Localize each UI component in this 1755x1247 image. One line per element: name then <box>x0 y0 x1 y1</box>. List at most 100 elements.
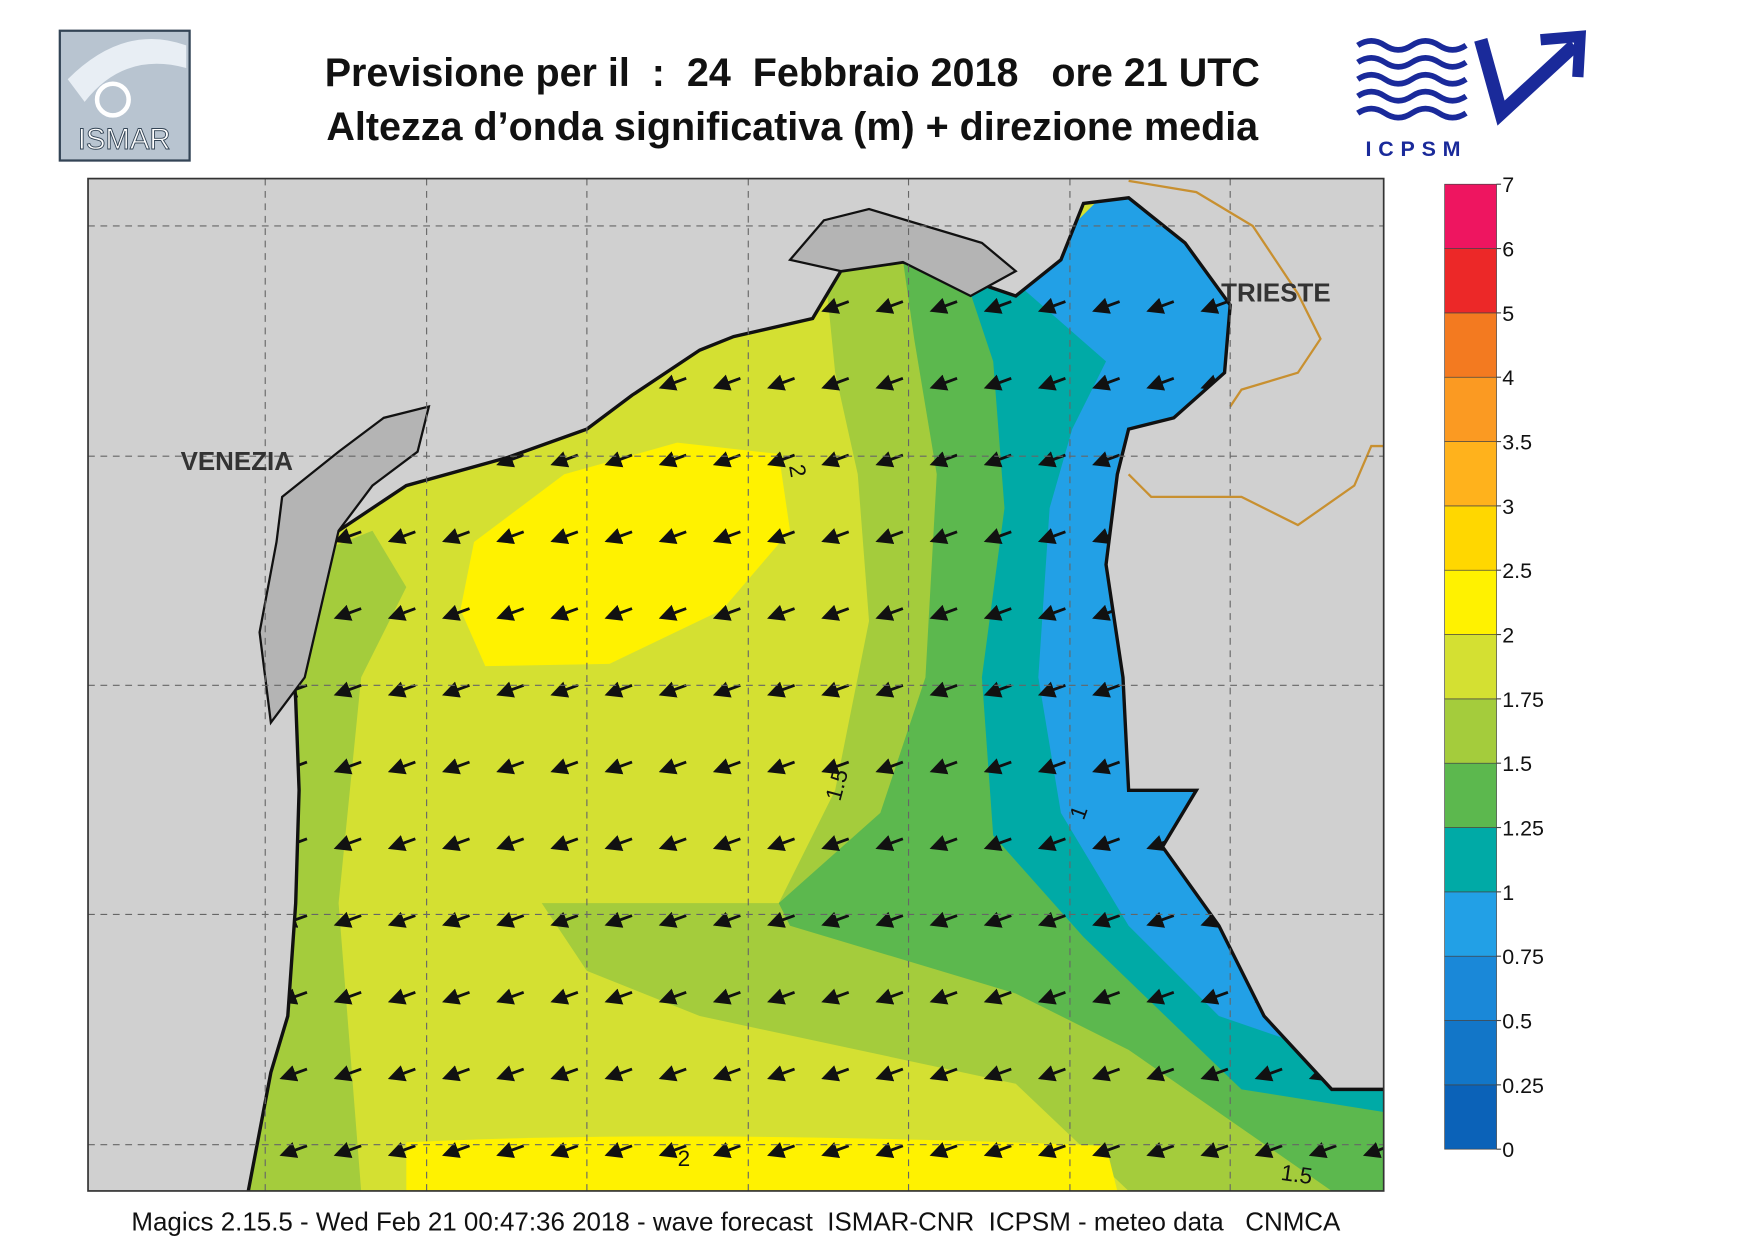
direction-arrow <box>658 451 687 468</box>
direction-arrow <box>875 604 904 621</box>
direction-arrow <box>1200 1065 1229 1082</box>
direction-arrow <box>658 1142 687 1158</box>
direction-arrow <box>983 528 1012 545</box>
direction-arrow <box>496 528 525 545</box>
direction-arrow <box>983 835 1012 851</box>
direction-arrow <box>550 528 579 545</box>
direction-arrow <box>1092 374 1121 391</box>
direction-arrow <box>604 911 633 928</box>
direction-arrow <box>929 835 958 851</box>
direction-arrow <box>658 988 687 1005</box>
direction-arrow <box>767 758 796 775</box>
colorbar-label: 1.5 <box>1502 752 1532 776</box>
direction-arrow <box>712 988 741 1005</box>
contour-label: 1.5 <box>1279 1160 1314 1189</box>
direction-arrow <box>1092 911 1121 928</box>
direction-arrow <box>1146 1065 1175 1082</box>
direction-arrow <box>712 604 741 621</box>
colorbar-label: 0 <box>1502 1138 1514 1162</box>
direction-arrow <box>1037 835 1066 851</box>
direction-arrow <box>1146 911 1175 928</box>
direction-arrow <box>929 1142 958 1158</box>
direction-arrow <box>550 1065 579 1082</box>
direction-arrow <box>550 988 579 1005</box>
direction-arrow <box>929 988 958 1005</box>
direction-arrow <box>821 758 850 775</box>
colorbar-box <box>1444 569 1497 635</box>
direction-arrow <box>279 1142 308 1158</box>
colorbar-label: 6 <box>1502 237 1514 261</box>
direction-arrow <box>929 374 958 391</box>
direction-arrow <box>821 1142 850 1158</box>
colorbar-box <box>1444 376 1497 442</box>
direction-arrow <box>604 1065 633 1082</box>
direction-arrow <box>1200 988 1229 1005</box>
direction-arrow <box>442 988 470 1005</box>
direction-arrow <box>1146 988 1175 1005</box>
direction-arrow <box>333 604 362 621</box>
direction-arrow <box>658 758 687 775</box>
direction-arrow <box>1037 1065 1066 1082</box>
direction-arrow <box>767 528 796 545</box>
colorbar-label: 0.5 <box>1502 1009 1532 1033</box>
direction-arrow <box>983 1065 1012 1082</box>
direction-arrow <box>442 1065 470 1082</box>
direction-arrow <box>983 297 1012 314</box>
direction-arrow <box>604 681 633 698</box>
direction-arrow <box>496 988 525 1005</box>
direction-arrow <box>875 528 904 545</box>
direction-arrow <box>387 528 416 545</box>
subtitle: Altezza d’onda significativa (m) + direz… <box>326 105 1259 149</box>
direction-arrow <box>604 528 633 545</box>
direction-arrow <box>929 758 958 775</box>
direction-arrow <box>929 528 958 545</box>
colorbar-box <box>1444 762 1497 828</box>
colorbar-box <box>1444 441 1497 507</box>
colorbar-box <box>1444 183 1497 249</box>
direction-arrow <box>1146 297 1175 314</box>
colorbar-label: 7 <box>1502 173 1514 197</box>
colorbar-box <box>1444 1084 1497 1150</box>
direction-arrow <box>712 528 741 545</box>
direction-arrow <box>333 1065 362 1082</box>
direction-arrow <box>387 911 416 928</box>
direction-arrow <box>983 374 1012 391</box>
direction-arrow <box>1146 374 1175 391</box>
direction-arrow <box>658 681 687 698</box>
map <box>88 178 1384 1191</box>
colorbar-box <box>1444 1020 1497 1086</box>
direction-arrow <box>875 297 904 314</box>
direction-arrow <box>767 835 796 851</box>
direction-arrow <box>875 374 904 391</box>
direction-arrow <box>983 681 1012 698</box>
direction-arrow <box>604 758 633 775</box>
direction-arrow <box>821 528 850 545</box>
direction-arrow <box>712 374 741 391</box>
direction-arrow <box>1092 1142 1121 1158</box>
direction-arrow <box>442 911 470 928</box>
direction-arrow <box>1037 528 1066 545</box>
direction-arrow <box>604 988 633 1005</box>
direction-arrow <box>658 374 687 391</box>
direction-arrow <box>1092 681 1121 698</box>
direction-arrow <box>929 297 958 314</box>
direction-arrow <box>333 1142 362 1158</box>
colorbar-label: 2.5 <box>1502 559 1532 583</box>
direction-arrow <box>279 1065 308 1082</box>
direction-arrow <box>983 758 1012 775</box>
direction-arrow <box>496 681 525 698</box>
direction-arrow <box>767 911 796 928</box>
direction-arrow <box>767 604 796 621</box>
colorbar-label: 1 <box>1502 881 1514 905</box>
colorbar-box <box>1444 248 1497 314</box>
direction-arrow <box>496 451 525 468</box>
direction-arrow <box>875 835 904 851</box>
direction-arrow <box>712 681 741 698</box>
direction-arrow <box>875 1142 904 1158</box>
direction-arrow <box>550 681 579 698</box>
direction-arrow <box>604 1142 633 1158</box>
direction-arrow <box>712 1142 741 1158</box>
direction-arrow <box>496 758 525 775</box>
direction-arrow <box>1092 1065 1121 1082</box>
